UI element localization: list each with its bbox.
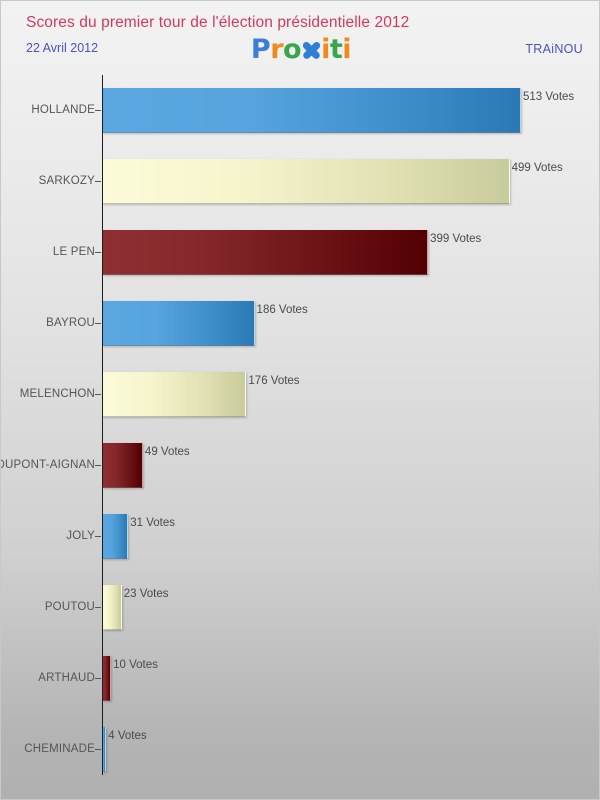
- axis-tick: [95, 323, 101, 324]
- bar-value-label: 4 Votes: [108, 730, 147, 742]
- bar-category-label: LE PEN: [52, 246, 95, 258]
- bar-category-label: DUPONT-AIGNAN: [0, 459, 95, 471]
- bar-value-label: 513 Votes: [523, 91, 575, 103]
- bar-wrapper: [103, 514, 129, 559]
- logo-letter-i-first: i: [321, 34, 330, 65]
- axis-tick: [95, 465, 101, 466]
- category-axis: [102, 75, 103, 775]
- bar-wrapper: [103, 372, 247, 417]
- bar-category-label: SARKOZY: [38, 175, 95, 187]
- bar-wrapper: [103, 230, 429, 275]
- bar[interactable]: [103, 372, 247, 417]
- bar[interactable]: [103, 585, 122, 630]
- bar[interactable]: [103, 656, 112, 701]
- bar-wrapper: [103, 159, 510, 204]
- bar-row: HOLLANDE 513 Votes: [1, 75, 599, 146]
- bar-category-label: CHEMINADE: [24, 743, 95, 755]
- bar-row: SARKOZY 499 Votes: [1, 146, 599, 217]
- bar-value-label: 186 Votes: [256, 304, 308, 316]
- bar-row: ARTHAUD 10 Votes: [1, 643, 599, 714]
- bar-row: DUPONT-AIGNAN 49 Votes: [0, 430, 599, 501]
- bar[interactable]: [103, 230, 429, 275]
- bar-category-label: POUTOU: [44, 601, 95, 613]
- logo-letter-i-second: i: [342, 34, 352, 65]
- bar-row: CHEMINADE 4 Votes: [1, 714, 599, 785]
- plot-area: HOLLANDE 513 Votes SARKOZY 499 Votes LE PEN 3…: [0, 75, 599, 785]
- bar[interactable]: [103, 443, 143, 488]
- bar-value-label: 31 Votes: [130, 517, 176, 529]
- chart-header: Scores du premier tour de l'élection pré…: [1, 1, 599, 75]
- bar-value-label: 176 Votes: [248, 375, 300, 387]
- bar-category-label: HOLLANDE: [31, 104, 95, 116]
- bar-value-label: 499 Votes: [511, 162, 563, 174]
- axis-tick: [95, 252, 101, 253]
- x-cross-icon: [301, 39, 321, 61]
- logo-letter-o: o: [283, 34, 302, 65]
- bar-row: MELENCHON 176 Votes: [1, 359, 599, 430]
- axis-tick: [95, 607, 101, 608]
- axis-tick: [95, 394, 101, 395]
- bar-category-label: BAYROU: [46, 317, 95, 329]
- bar[interactable]: [103, 159, 510, 204]
- bar-category-label: ARTHAUD: [38, 672, 95, 684]
- bar-value-label: 399 Votes: [430, 233, 482, 245]
- chart-date: 22 Avril 2012: [26, 41, 99, 55]
- bar-wrapper: [103, 301, 255, 346]
- bar-row: JOLY 31 Votes: [1, 501, 599, 572]
- bar-row: LE PEN 399 Votes: [1, 217, 599, 288]
- axis-tick: [95, 110, 101, 111]
- bar[interactable]: [103, 88, 521, 133]
- logo-letter-r: r: [270, 34, 284, 65]
- bar-value-label: 49 Votes: [144, 446, 190, 458]
- logo-letter-t: t: [329, 34, 343, 65]
- bar[interactable]: [103, 727, 107, 772]
- axis-tick: [95, 181, 101, 182]
- bar-wrapper: [103, 585, 122, 630]
- page-title: Scores du premier tour de l'élection pré…: [26, 14, 410, 31]
- bar-category-label: MELENCHON: [19, 388, 95, 400]
- logo-letter-p: P: [250, 34, 271, 65]
- bar-row: POUTOU 23 Votes: [1, 572, 599, 643]
- bar[interactable]: [103, 301, 255, 346]
- bar[interactable]: [103, 514, 129, 559]
- bar-row: BAYROU 186 Votes: [1, 288, 599, 359]
- bar-value-label: 10 Votes: [113, 659, 158, 671]
- bar-value-label: 23 Votes: [123, 588, 169, 600]
- proxiti-logo[interactable]: Pro iti: [1, 34, 599, 65]
- bar-wrapper: [103, 727, 107, 772]
- bar-wrapper: [103, 88, 521, 133]
- commune-name: TRAiNOU: [525, 42, 583, 56]
- bar-wrapper: [103, 443, 143, 488]
- axis-tick: [95, 536, 101, 537]
- axis-tick: [95, 749, 101, 750]
- axis-tick: [95, 678, 101, 679]
- bar-wrapper: [103, 656, 112, 701]
- bar-category-label: JOLY: [66, 530, 95, 542]
